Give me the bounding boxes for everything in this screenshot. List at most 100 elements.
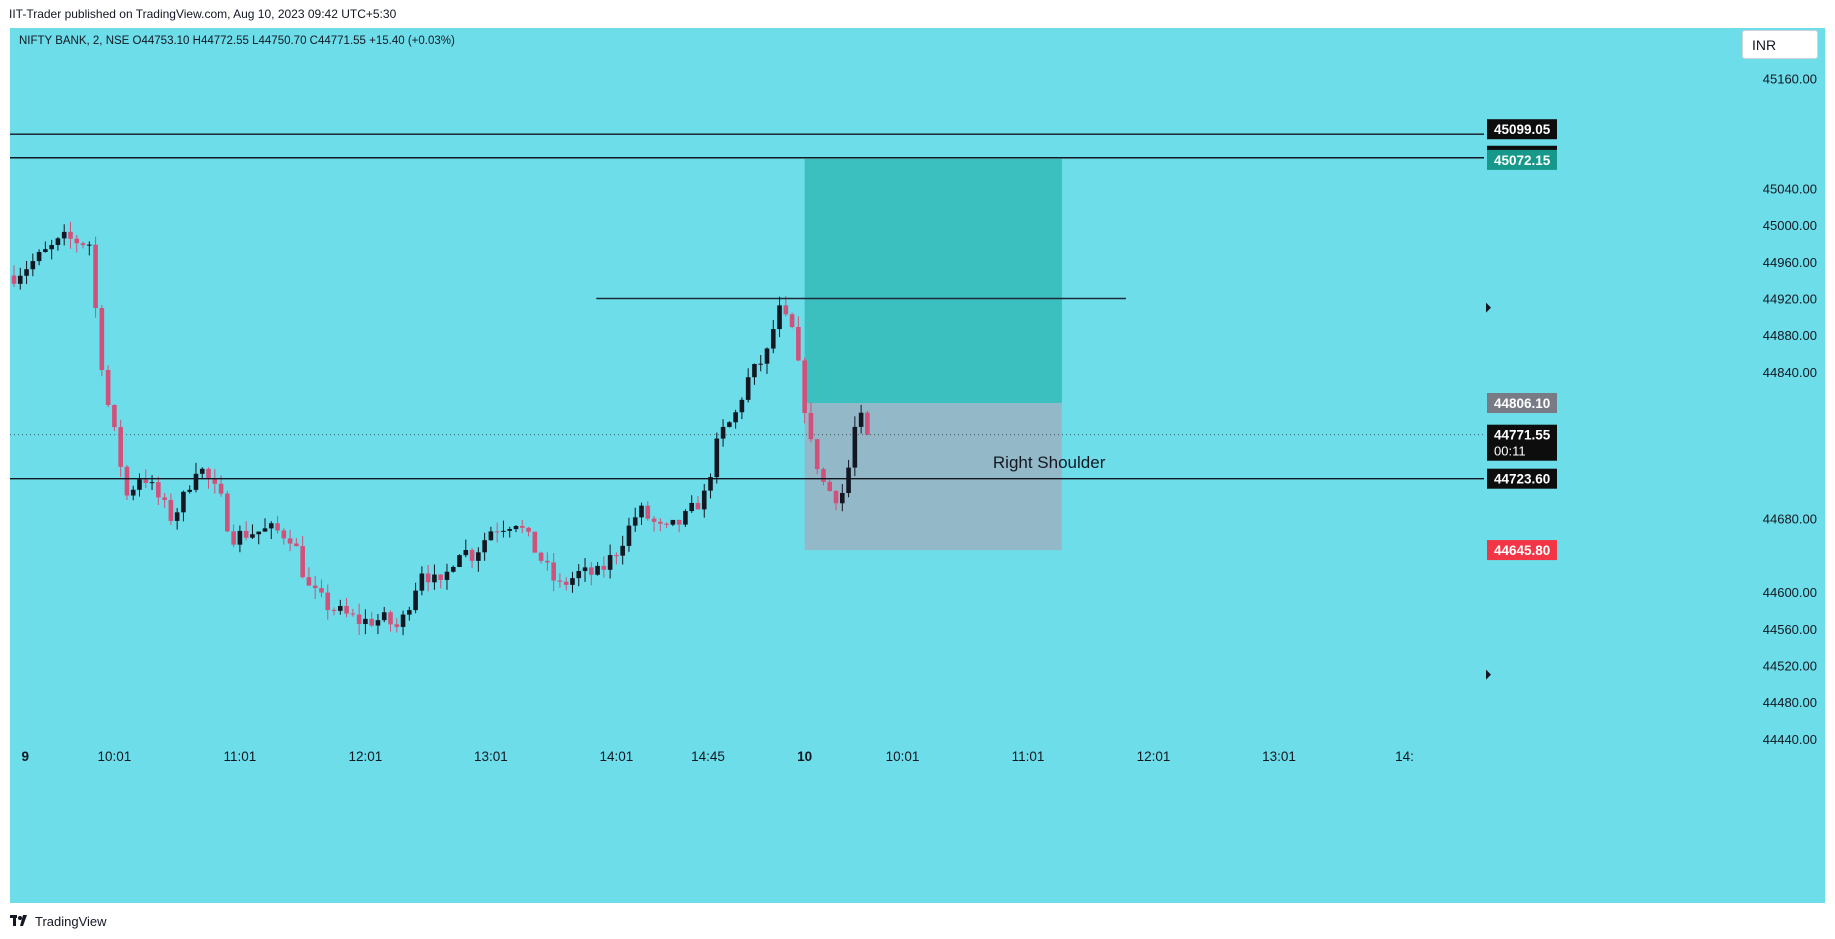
candle-body	[338, 606, 343, 611]
candle-body	[344, 606, 349, 614]
profit-zone[interactable]	[804, 158, 1062, 404]
price-tick-label: 44920.00	[1763, 292, 1817, 307]
candle-body	[156, 482, 161, 498]
candle-body	[325, 592, 331, 611]
candle-body	[846, 467, 851, 494]
candle-body	[488, 531, 494, 541]
price-badge-target	[1487, 149, 1557, 170]
tradingview-logo[interactable]: TradingView	[10, 913, 107, 929]
price-badge-stop	[1487, 540, 1557, 561]
candle-body	[494, 531, 500, 533]
candle-body	[300, 546, 305, 578]
candle-body	[645, 505, 651, 519]
tradingview-logo-icon	[10, 915, 30, 927]
candle-body	[17, 275, 23, 284]
time-tick-label: 13:01	[474, 749, 508, 764]
price-tick-label: 45160.00	[1763, 71, 1817, 86]
candle-body	[93, 244, 98, 309]
candle-body	[193, 473, 199, 490]
price-badge-text: 45099.05	[1494, 122, 1551, 137]
candle-body	[49, 245, 54, 250]
price-tick-label: 44600.00	[1763, 585, 1817, 600]
candle-body	[36, 251, 42, 262]
candle-body	[143, 479, 149, 483]
candle-body	[727, 422, 732, 427]
candle-body	[407, 610, 412, 615]
candle-body	[68, 231, 73, 239]
candle-body	[526, 527, 531, 532]
candle-body	[739, 399, 745, 413]
candle-body	[582, 567, 588, 572]
candle-body	[444, 571, 450, 580]
candle-body	[821, 469, 826, 482]
candle-body	[595, 565, 600, 575]
time-tick-label: 10	[797, 749, 812, 764]
candle-body	[174, 512, 180, 521]
price-badge-entry	[1487, 393, 1557, 414]
candle-body	[632, 517, 638, 526]
candle-body	[11, 275, 17, 284]
candle-body	[425, 573, 431, 583]
price-tick-label: 45000.00	[1763, 218, 1817, 233]
candle-body	[55, 238, 61, 246]
candle-body	[130, 489, 136, 496]
candle-body	[557, 580, 563, 582]
tradingview-brand: TradingView	[35, 913, 107, 929]
price-tick-label: 44520.00	[1763, 659, 1817, 674]
price-badge-text: 44723.60	[1494, 472, 1550, 487]
candle-body	[268, 523, 274, 529]
candle-body	[243, 530, 249, 538]
price-tick-label: 44960.00	[1763, 255, 1817, 270]
candle-body	[181, 491, 186, 513]
price-tick-label: 44840.00	[1763, 365, 1817, 380]
candle-body	[532, 531, 538, 553]
time-tick-label: 14:45	[691, 749, 725, 764]
symbol-legend: NIFTY BANK, 2, NSE O44753.10 H44772.55 L…	[19, 35, 455, 47]
candle-body	[287, 538, 293, 544]
price-tick-label: 44560.00	[1763, 622, 1817, 637]
candle-body	[651, 518, 657, 522]
candle-body	[218, 483, 224, 494]
candle-body	[714, 438, 720, 478]
candle-body	[99, 308, 105, 371]
candlestick-chart[interactable]: Right Shoulder 45160.00 45040.00 45000.00 44…	[10, 28, 1825, 903]
candle-body	[733, 412, 738, 423]
candle-body	[306, 577, 312, 586]
candle-body	[212, 478, 218, 484]
candle-body	[764, 348, 770, 364]
price-tick-label: 45040.00	[1763, 181, 1817, 196]
candle-body	[231, 531, 236, 545]
candle-body	[463, 549, 469, 556]
candle-body	[24, 269, 29, 276]
candle-body	[789, 314, 795, 327]
candle-body	[469, 549, 475, 561]
currency-selector[interactable]: INR	[1742, 30, 1818, 59]
candle-body	[802, 360, 807, 413]
candle-body	[814, 439, 820, 470]
candle-body	[513, 525, 519, 530]
candle-body	[256, 531, 262, 535]
candle-body	[720, 426, 726, 439]
price-badge-text: 44771.55	[1494, 428, 1551, 443]
candle-body	[708, 477, 713, 491]
candle-body	[858, 412, 864, 427]
candle-body	[563, 581, 569, 585]
candle-body	[281, 530, 287, 539]
loss-zone[interactable]	[804, 403, 1062, 551]
candle-body	[438, 574, 443, 580]
candle-body	[745, 377, 751, 400]
candle-body	[80, 243, 86, 246]
time-tick-label: 11:01	[224, 749, 257, 764]
price-badge-line	[1487, 468, 1557, 489]
candle-body	[840, 493, 845, 504]
chart-frame[interactable]: Right Shoulder 45160.00 45040.00 45000.00 44…	[10, 28, 1825, 903]
candle-body	[796, 326, 801, 361]
candle-body	[501, 530, 506, 532]
candle-body	[30, 261, 36, 270]
axis-marker-icon	[1486, 669, 1491, 680]
time-tick-label: 10:01	[98, 749, 132, 764]
axis-marker-icon	[1486, 302, 1491, 313]
candle-body	[607, 555, 613, 570]
time-tick-label: 14:01	[600, 749, 634, 764]
candle-body	[570, 578, 575, 585]
